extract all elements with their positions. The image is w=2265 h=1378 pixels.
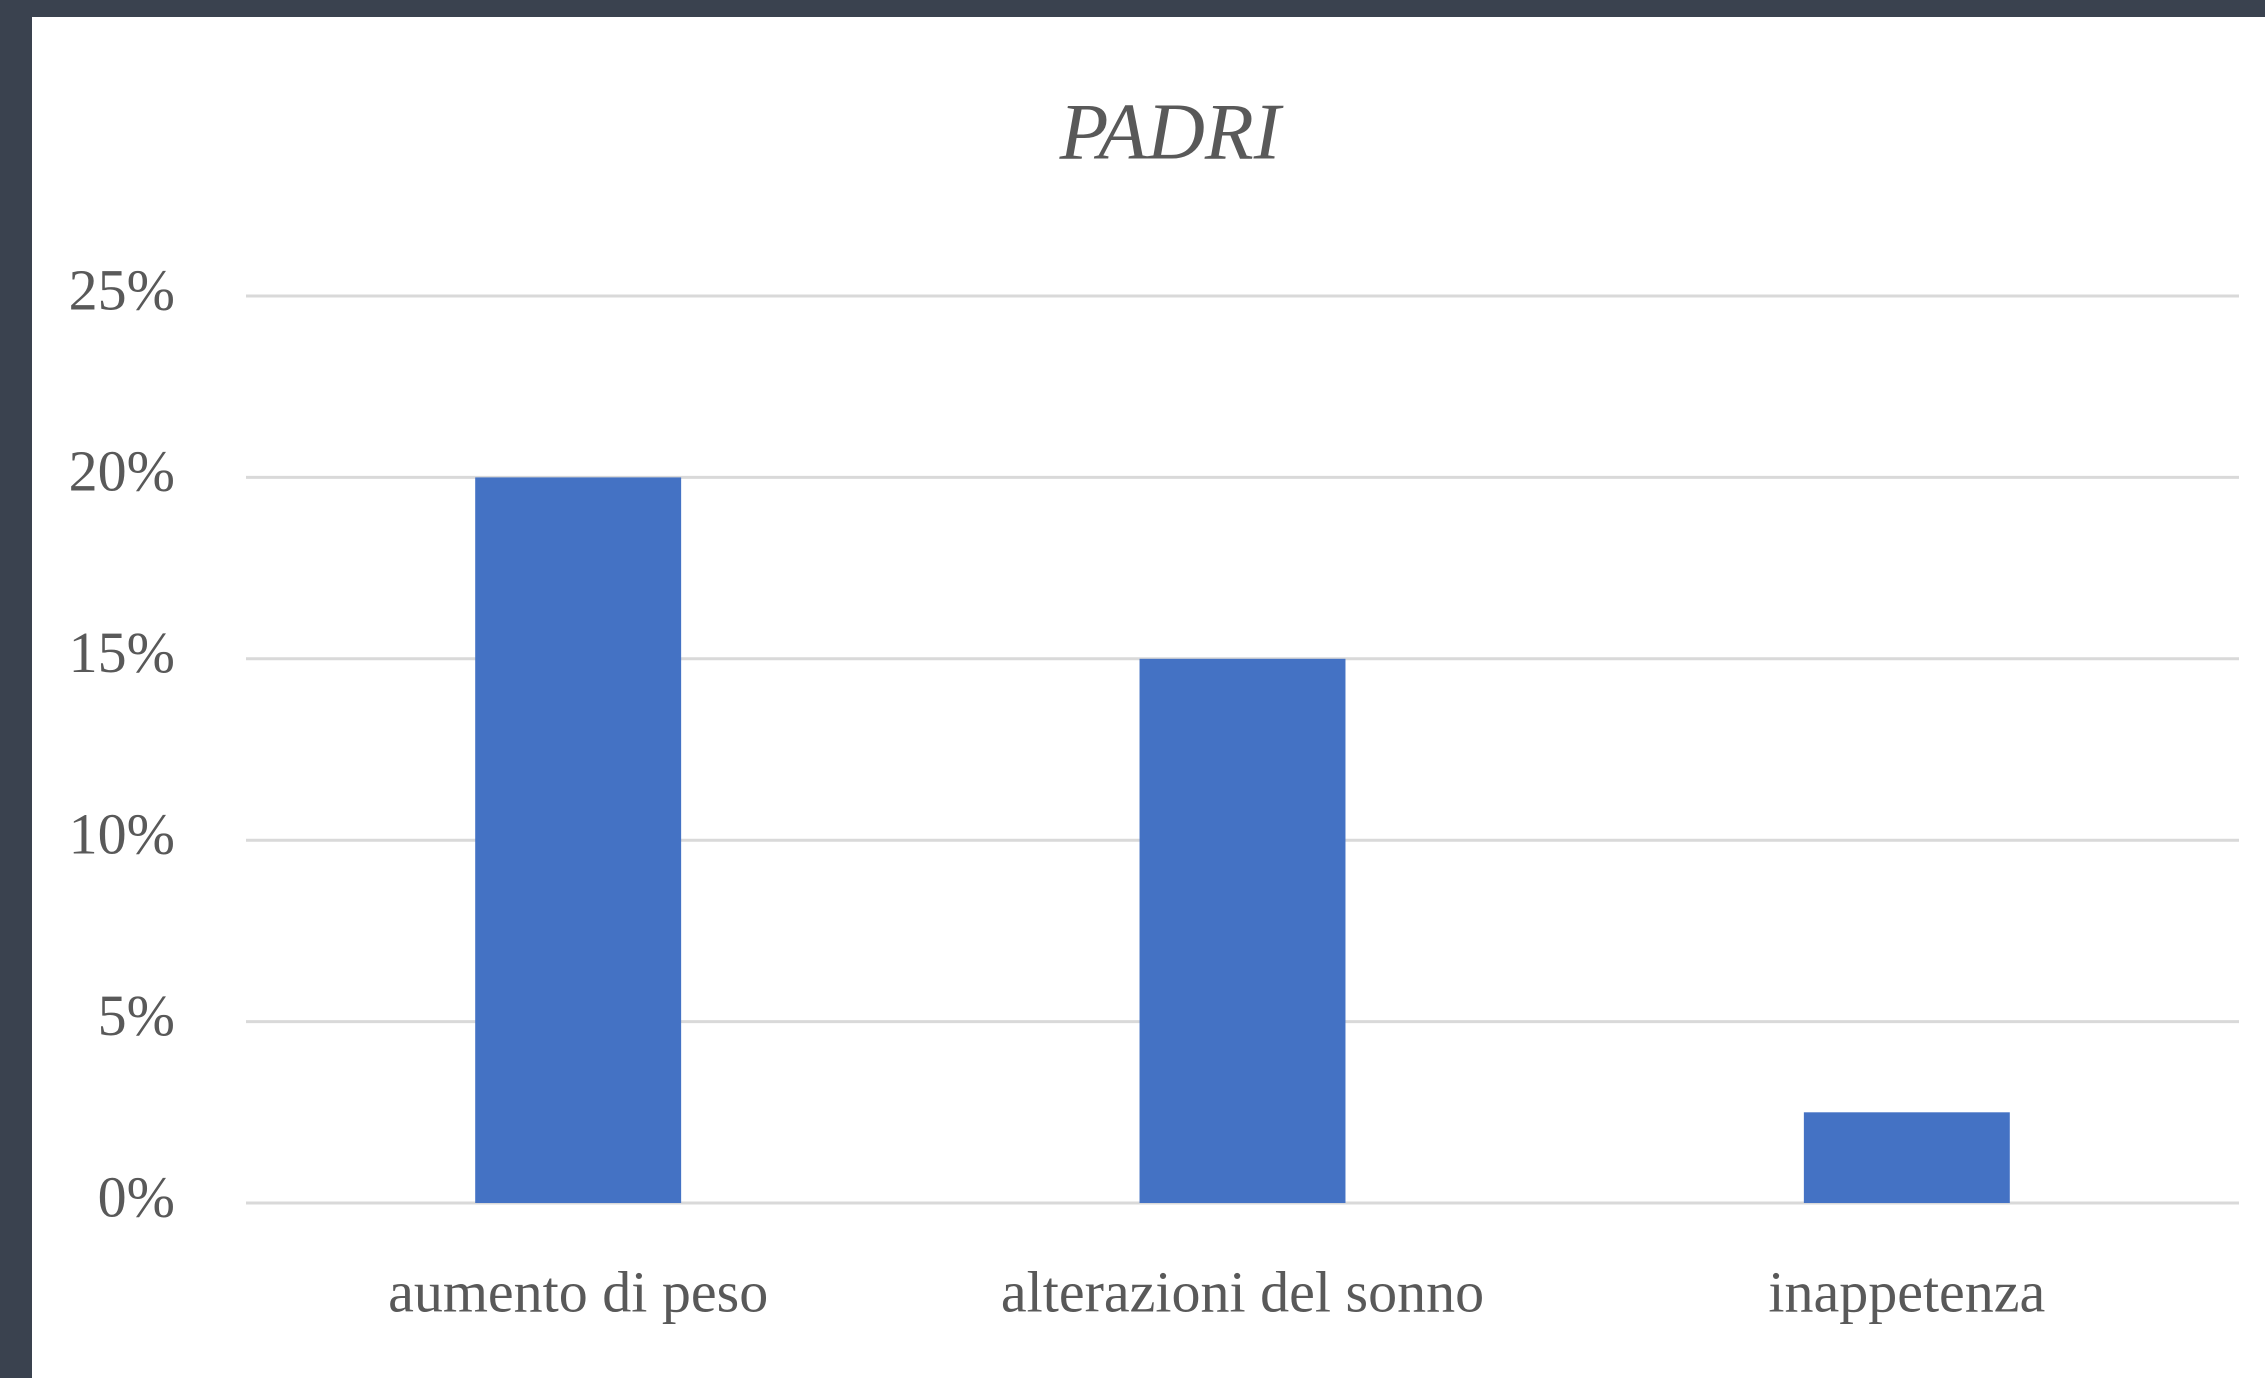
bar [1139, 658, 1346, 1203]
y-tick-label: 5% [98, 983, 175, 1048]
y-tick-label: 25% [69, 257, 175, 322]
x-tick-label: inappetenza [1768, 1259, 2045, 1324]
y-tick-label: 0% [98, 1164, 175, 1229]
y-tick-label: 20% [69, 439, 175, 504]
y-tick-label: 15% [69, 620, 175, 685]
bar [475, 477, 682, 1203]
chart-title: PADRI [1059, 88, 1284, 176]
x-tick-label: aumento di peso [388, 1259, 768, 1324]
y-tick-label: 10% [69, 802, 175, 867]
bar [1803, 1112, 2010, 1203]
x-tick-label: alterazioni del sonno [1001, 1259, 1484, 1324]
